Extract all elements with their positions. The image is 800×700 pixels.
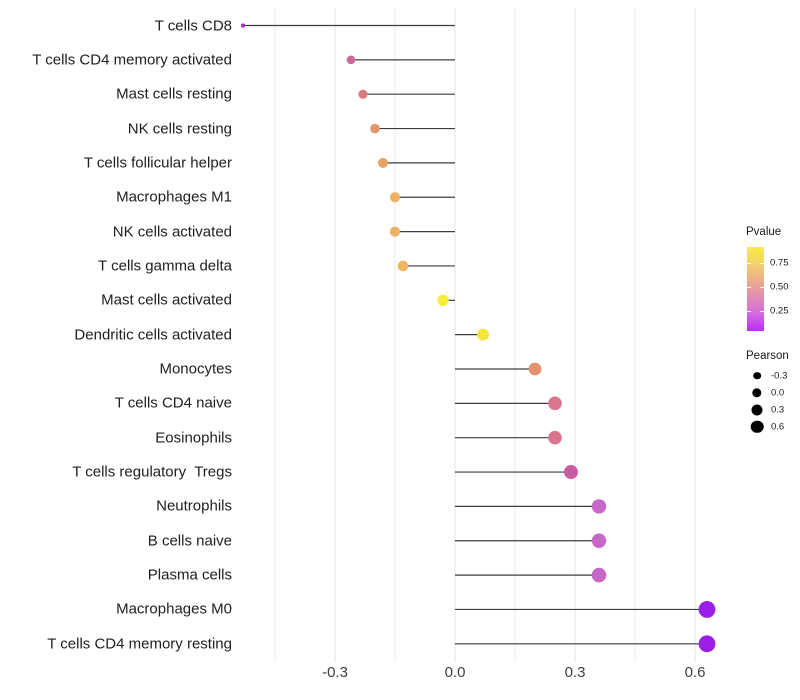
x-axis-tick-label: 0.6 <box>684 664 706 681</box>
y-axis-label: T cells regulatory Tregs <box>72 463 232 481</box>
size-legend-label: 0.6 <box>771 421 785 432</box>
data-point <box>389 192 401 203</box>
size-legend-label: 0.3 <box>771 404 785 415</box>
y-axis-label: Monocytes <box>159 360 232 378</box>
data-point <box>358 89 368 99</box>
colorbar-tick-label: 0.50 <box>770 281 789 293</box>
colorbar-tick-label: 0.25 <box>770 305 789 317</box>
pearson-legend-title: Pearson <box>746 350 789 362</box>
data-point <box>370 123 380 134</box>
y-axis-label: T cells CD4 naive <box>114 394 232 412</box>
y-axis-label: Eosinophils <box>155 429 232 447</box>
size-legend-dot <box>752 387 762 398</box>
y-axis-label: Macrophages M0 <box>116 600 232 618</box>
data-point <box>548 396 562 411</box>
data-point <box>548 430 562 445</box>
colorbar-tickmark <box>747 310 751 312</box>
data-point <box>397 260 409 272</box>
colorbar-tickmark <box>760 262 764 264</box>
colorbar-tickmark <box>747 262 751 264</box>
data-point <box>564 465 578 480</box>
data-point <box>437 294 449 306</box>
data-point <box>698 601 716 618</box>
y-axis-label: Mast cells resting <box>116 85 232 103</box>
y-axis-label: Dendritic cells activated <box>74 326 232 344</box>
colorbar-tick-label: 0.75 <box>770 257 789 269</box>
size-legend-dot <box>751 404 763 415</box>
y-axis-label: NK cells resting <box>127 120 232 138</box>
data-point <box>389 226 401 237</box>
colorbar-tickmark <box>747 286 751 288</box>
y-axis-label: T cells CD8 <box>154 17 232 34</box>
y-axis-label: Mast cells activated <box>101 291 232 309</box>
y-axis-label: B cells naive <box>147 532 232 550</box>
y-axis-label: T cells CD4 memory resting <box>47 635 232 653</box>
pvalue-colorbar <box>747 247 764 331</box>
y-axis-label: T cells gamma delta <box>98 257 232 275</box>
size-legend-dot <box>753 371 761 380</box>
data-point <box>378 157 388 168</box>
y-axis-label: Macrophages M1 <box>116 188 232 206</box>
x-axis-tick-label: -0.3 <box>322 664 348 681</box>
size-legend-label: -0.3 <box>771 370 788 381</box>
data-point <box>346 55 356 65</box>
pvalue-legend-title: Pvalue <box>746 226 782 238</box>
y-axis-label: Neutrophils <box>156 497 232 515</box>
x-axis-tick-label: 0.0 <box>444 664 466 681</box>
y-axis-label: T cells follicular helper <box>83 154 232 172</box>
x-axis-tick-label: 0.3 <box>564 664 586 681</box>
size-legend-dot <box>750 420 764 433</box>
data-point <box>591 533 607 548</box>
data-point <box>240 23 246 28</box>
colorbar-tickmark <box>760 286 764 288</box>
data-point <box>528 362 542 376</box>
size-legend-label: 0.0 <box>771 387 785 398</box>
data-point <box>591 499 607 514</box>
y-axis-label: T cells CD4 memory activated <box>32 51 232 69</box>
data-point <box>477 328 489 341</box>
colorbar-tickmark <box>760 310 764 312</box>
y-axis-label: Plasma cells <box>147 566 232 584</box>
data-point <box>591 567 607 583</box>
y-axis-label: NK cells activated <box>112 223 232 241</box>
data-point <box>698 635 716 653</box>
